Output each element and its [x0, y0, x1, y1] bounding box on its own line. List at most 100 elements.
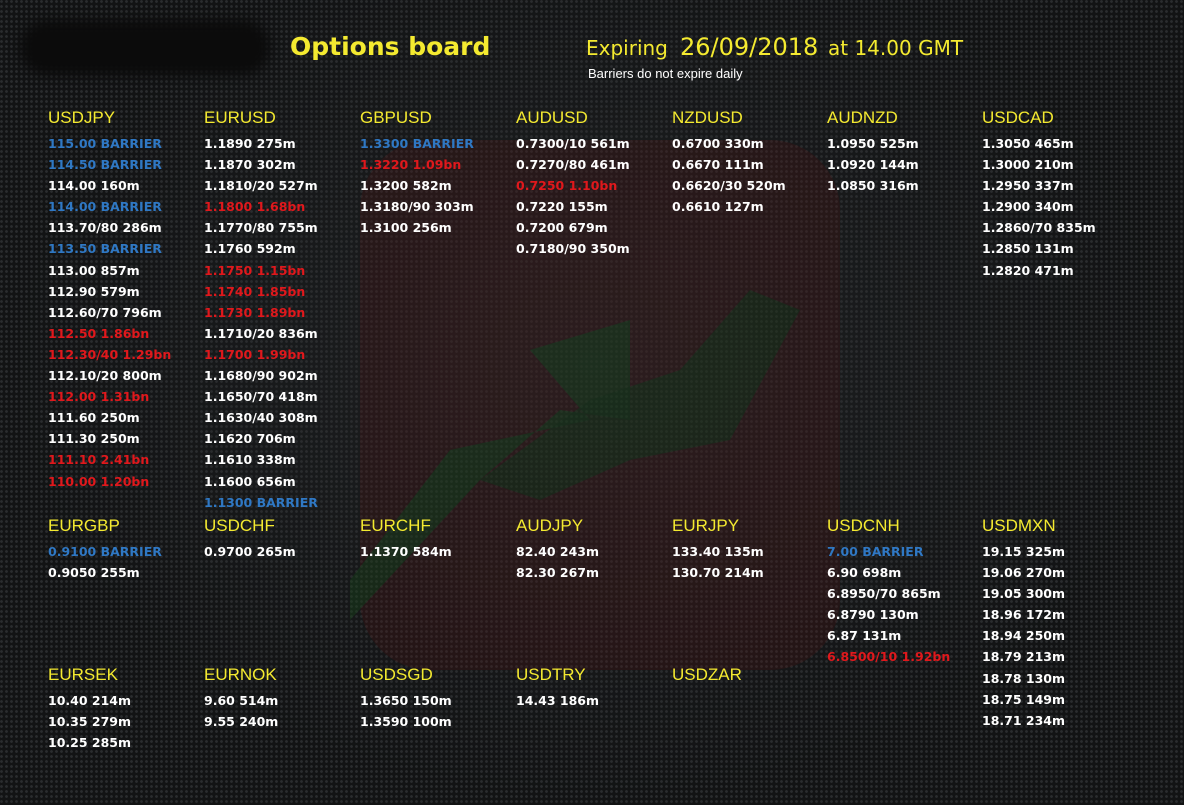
barrier-row: 115.00 BARRIER [48, 136, 162, 151]
pair-name: AUDJPY [516, 516, 584, 535]
strike-row: 1.3590 100m [360, 714, 452, 730]
strike-row: 1.1810/20 527m [204, 178, 318, 194]
pair-block-usdzar: USDZAR [672, 665, 822, 690]
strike-row: 0.6670 111m [672, 157, 764, 173]
strike-row: 113.00 857m [48, 262, 140, 278]
pair-block-eursek: EURSEK 10.40 214m 10.35 279m 10.25 285m [48, 665, 198, 753]
strike-row: 6.8950/70 865m [827, 586, 941, 602]
barrier-row: 114.50 BARRIER [48, 157, 162, 173]
strike-row: 0.7220 155m [516, 199, 608, 215]
strike-row: 6.87 131m [827, 628, 902, 644]
pair-name: USDZAR [672, 665, 742, 684]
strike-row: 1.1370 584m [360, 544, 452, 559]
strike-row: 112.00 1.31bn [48, 389, 150, 405]
watermark-logo [350, 140, 840, 670]
strike-row: 18.79 213m [982, 649, 1066, 665]
strike-row: 1.2820 471m [982, 262, 1074, 278]
pair-block-eurgbp: EURGBP 0.9100 BARRIER 0.9050 255m [48, 516, 198, 583]
expiring-label: Expiring [586, 36, 668, 60]
strike-row: 1.1710/20 836m [204, 325, 318, 341]
pair-name: USDCHF [204, 516, 275, 535]
pair-block-usdmxn: USDMXN 19.15 325m 19.06 270m 19.05 300m 18.9… [982, 516, 1132, 731]
barrier-row: 0.9100 BARRIER [48, 544, 162, 559]
strike-row: 1.3050 465m [982, 136, 1074, 151]
barrier-row: 113.50 BARRIER [48, 241, 162, 257]
strike-row: 0.9700 265m [204, 544, 296, 559]
strike-row: 130.70 214m [672, 565, 764, 581]
pair-block-usdcad: USDCAD 1.3050 465m 1.3000 210m 1.2950 337m 1… [982, 108, 1132, 281]
strike-row: 0.9050 255m [48, 565, 140, 581]
strike-row: 133.40 135m [672, 544, 764, 559]
pair-name: EURGBP [48, 516, 120, 535]
strike-row: 0.7300/10 561m [516, 136, 630, 151]
pair-name: USDCNH [827, 516, 900, 535]
strike-row: 112.50 1.86bn [48, 325, 150, 341]
strike-row: 112.90 579m [48, 283, 140, 299]
pair-name: USDJPY [48, 108, 116, 127]
pair-block-nzdusd: NZDUSD 0.6700 330m 0.6670 111m 0.6620/30 52… [672, 108, 822, 217]
expiry-date: 26/09/2018 [680, 33, 819, 61]
pair-block-gbpusd: GBPUSD 1.3300 BARRIER 1.3220 1.09bn 1.3200 … [360, 108, 510, 238]
strike-row: 6.8500/10 1.92bn [827, 649, 951, 665]
pair-block-eurchf: EURCHF 1.1370 584m [360, 516, 510, 562]
strike-row: 112.60/70 796m [48, 304, 162, 320]
strike-row: 1.0920 144m [827, 157, 919, 173]
strike-row: 10.25 285m [48, 735, 132, 751]
strike-row: 0.6620/30 520m [672, 178, 786, 194]
strike-row: 112.30/40 1.29bn [48, 346, 172, 362]
barrier-row: 114.00 BARRIER [48, 199, 162, 215]
strike-row: 1.1740 1.85bn [204, 283, 306, 299]
barrier-row: 1.1300 BARRIER [204, 494, 318, 510]
strike-row: 19.05 300m [982, 586, 1066, 602]
pair-name: AUDUSD [516, 108, 588, 127]
strike-row: 18.96 172m [982, 607, 1066, 623]
strike-row: 113.70/80 286m [48, 220, 162, 236]
strike-row: 1.1620 706m [204, 431, 296, 447]
pair-name: USDTRY [516, 665, 586, 684]
page-title: Options board [290, 32, 491, 61]
pair-name: EURSEK [48, 665, 118, 684]
strike-row: 1.2900 340m [982, 199, 1074, 215]
strike-row: 1.1610 338m [204, 452, 296, 468]
strike-row: 111.30 250m [48, 431, 140, 447]
strike-row: 1.1630/40 308m [204, 410, 318, 426]
barrier-row: 1.3300 BARRIER [360, 136, 474, 151]
pair-name: EURCHF [360, 516, 431, 535]
strike-row: 1.1750 1.15bn [204, 262, 306, 278]
strike-row: 82.40 243m [516, 544, 600, 559]
strike-row: 9.60 514m [204, 693, 279, 708]
strike-row: 10.40 214m [48, 693, 132, 708]
strike-row: 1.1770/80 755m [204, 220, 318, 236]
strike-row: 1.1600 656m [204, 473, 296, 489]
strike-row: 1.1870 302m [204, 157, 296, 173]
strike-row: 18.71 234m [982, 712, 1066, 728]
pair-block-usdchf: USDCHF 0.9700 265m [204, 516, 354, 562]
strike-row: 1.2950 337m [982, 178, 1074, 194]
strike-row: 82.30 267m [516, 565, 600, 581]
strike-row: 0.6700 330m [672, 136, 764, 151]
strike-row: 1.3650 150m [360, 693, 452, 708]
pair-block-usdjpy: USDJPY 115.00 BARRIER 114.50 BARRIER 114.00… [48, 108, 198, 492]
pair-name: USDCAD [982, 108, 1054, 127]
pair-block-usdcnh: USDCNH 7.00 BARRIER 6.90 698m 6.8950/70 865… [827, 516, 977, 668]
pair-block-audnzd: AUDNZD 1.0950 525m 1.0920 144m 1.0850 316m [827, 108, 977, 196]
strike-row: 111.60 250m [48, 410, 140, 426]
pair-name: EURUSD [204, 108, 276, 127]
strike-row: 14.43 186m [516, 693, 600, 708]
barrier-note: Barriers do not expire daily [588, 66, 743, 81]
strike-row: 19.15 325m [982, 544, 1066, 559]
strike-row: 19.06 270m [982, 565, 1066, 581]
strike-row: 6.8790 130m [827, 607, 919, 623]
pair-block-usdtry: USDTRY 14.43 186m [516, 665, 666, 711]
strike-row: 18.78 130m [982, 670, 1066, 686]
pair-name: AUDNZD [827, 108, 898, 127]
pair-block-usdsgd: USDSGD 1.3650 150m 1.3590 100m [360, 665, 510, 732]
strike-row: 112.10/20 800m [48, 368, 162, 384]
strike-row: 18.94 250m [982, 628, 1066, 644]
strike-row: 1.1760 592m [204, 241, 296, 257]
pair-name: NZDUSD [672, 108, 743, 127]
strike-row: 0.6610 127m [672, 199, 764, 215]
strike-row: 1.1650/70 418m [204, 389, 318, 405]
strike-row: 1.1700 1.99bn [204, 346, 306, 362]
pair-block-eurnok: EURNOK 9.60 514m 9.55 240m [204, 665, 354, 732]
